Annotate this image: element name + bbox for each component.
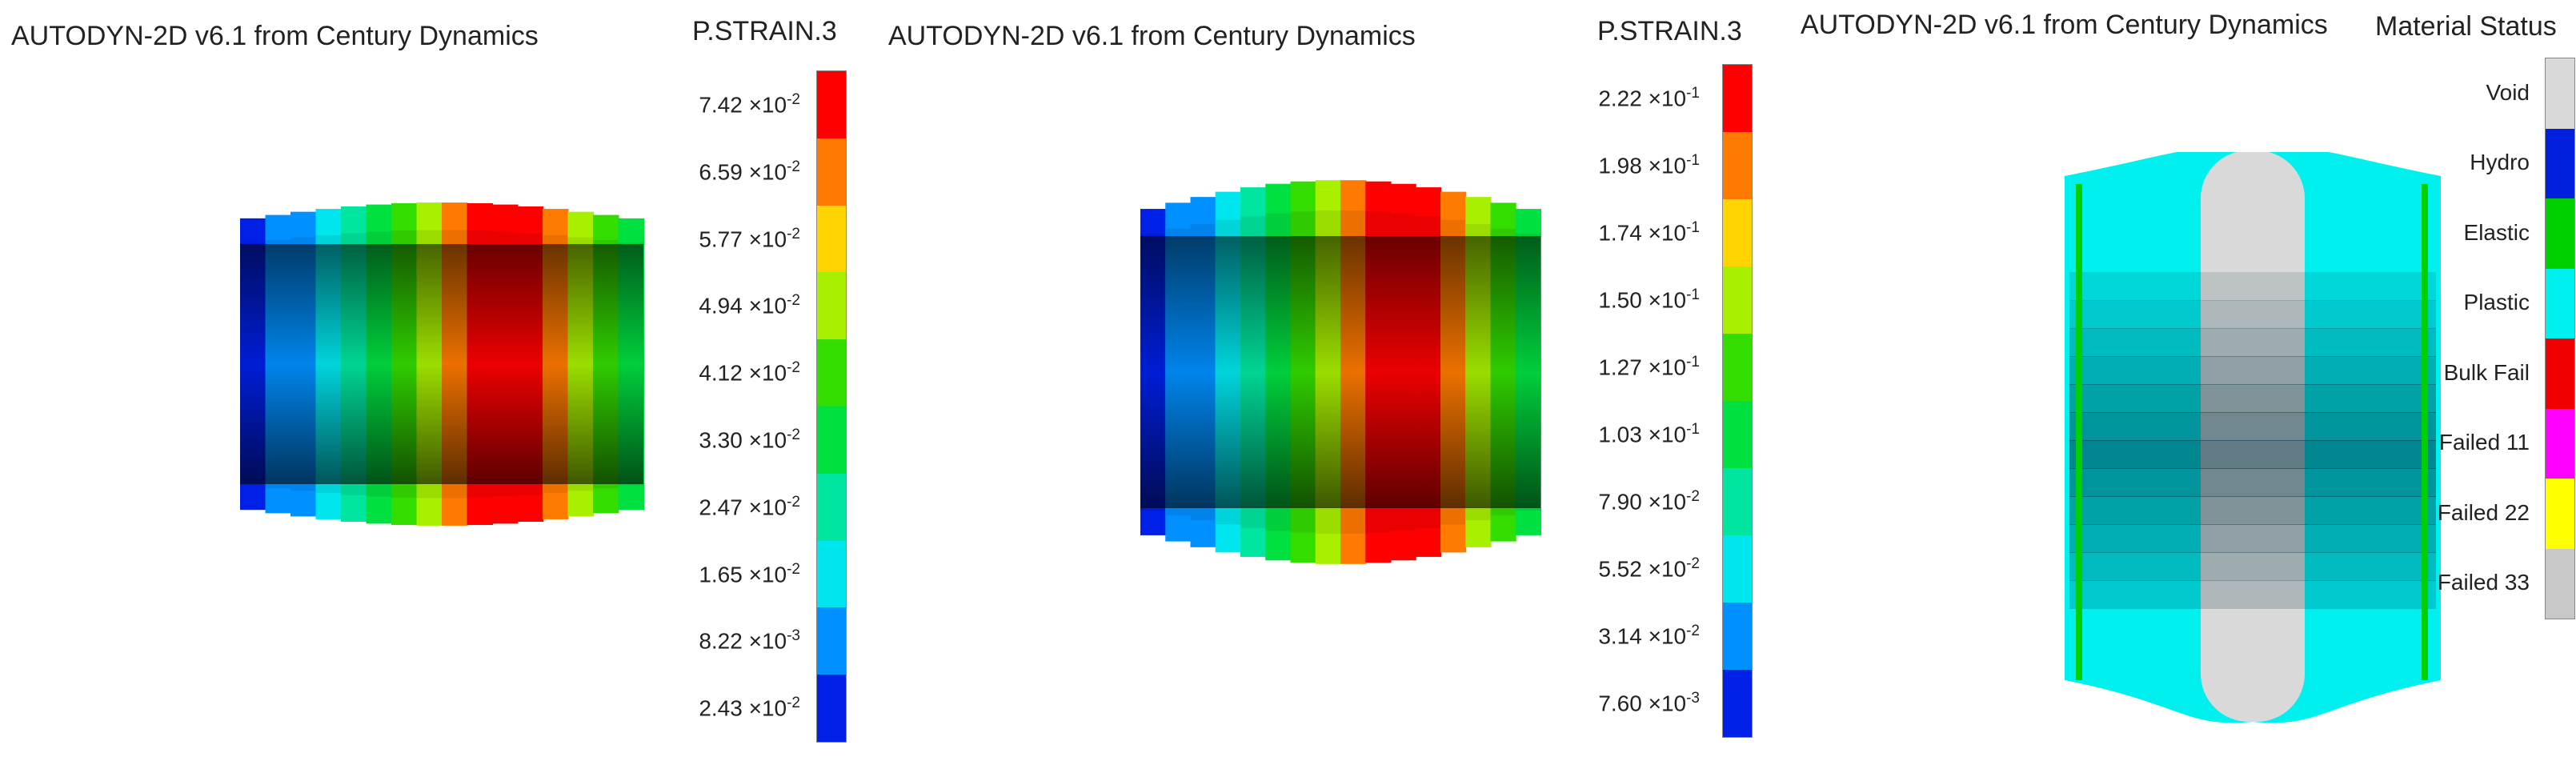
panel-title: AUTODYN-2D v6.1 from Century Dynamics [888, 21, 1416, 51]
colorbar-tick-label: 5.52 ×10-2 [1598, 555, 1700, 582]
status-segment [2546, 338, 2574, 409]
colorbar-tick-label: 4.94 ×10-2 [699, 292, 800, 318]
colorbar-segment [817, 339, 846, 407]
panel-plastic-strain-2: AUTODYN-2D v6.1 from Century Dynamics P.… [872, 0, 1761, 757]
colorbar-segment [817, 540, 846, 608]
legend-title: P.STRAIN.3 [692, 16, 837, 46]
colorbar-segment [1723, 266, 1752, 334]
material-status-plot [2065, 152, 2441, 723]
colorbar-segment [1723, 535, 1752, 603]
status-segment [2546, 268, 2574, 338]
status-colorbar [2545, 58, 2575, 619]
colorbar-tick-label: 7.60 ×10-3 [1598, 690, 1700, 716]
status-label: Bulk Fail [2443, 359, 2530, 385]
colorbar-tick-label: 7.90 ×10-2 [1598, 488, 1700, 515]
legend-title: P.STRAIN.3 [1597, 16, 1742, 46]
status-label: Failed 11 [2438, 430, 2530, 455]
shading-band [2069, 384, 2436, 413]
colorbar-tick-label: 8.22 ×10-3 [699, 627, 800, 654]
colorbar [816, 70, 847, 743]
colorbar-tick-label: 1.74 ×10-1 [1598, 219, 1700, 246]
status-segment [2546, 128, 2574, 198]
colorbar-tick-label: 2.22 ×10-1 [1598, 85, 1700, 111]
shading-band [2069, 524, 2436, 553]
status-segment [2546, 198, 2574, 269]
colorbar-tick-label: 2.47 ×10-2 [699, 493, 800, 520]
colorbar-segment [817, 607, 846, 675]
panel-material-status: AUTODYN-2D v6.1 from Century Dynamics Ma… [1793, 0, 2576, 757]
shading-band [2069, 580, 2436, 609]
colorbar-segment [817, 473, 846, 541]
colorbar [1722, 64, 1753, 738]
shading-band [2069, 496, 2436, 525]
colorbar-segment [817, 205, 846, 273]
colorbar-tick-label: 3.30 ×10-2 [699, 426, 800, 453]
colorbar-segment [1723, 603, 1752, 670]
shading-band [2069, 272, 2436, 301]
status-segment [2546, 479, 2574, 549]
colorbar-tick-label: 1.65 ×10-2 [699, 560, 800, 587]
shading-band [2069, 300, 2436, 329]
colorbar-segment [1723, 670, 1752, 737]
colorbar-tick-label: 1.98 ×10-1 [1598, 152, 1700, 178]
elastic-strip [2422, 184, 2428, 680]
colorbar-segment [1723, 65, 1752, 132]
colorbar-tick-label: 1.03 ×10-1 [1598, 421, 1700, 447]
shading-band [2069, 552, 2436, 581]
status-label: Failed 22 [2437, 499, 2530, 525]
status-segment [2546, 548, 2574, 619]
colorbar-segment [817, 675, 846, 742]
elastic-strip [2076, 184, 2082, 680]
shading-overlay [1140, 236, 1540, 508]
panel-title: AUTODYN-2D v6.1 from Century Dynamics [1801, 10, 2328, 40]
colorbar-tick-label: 1.50 ×10-1 [1598, 286, 1700, 313]
colorbar-tick-label: 2.43 ×10-2 [699, 695, 800, 721]
status-label: Hydro [2470, 150, 2530, 175]
status-segment [2546, 58, 2574, 129]
status-label: Failed 33 [2437, 570, 2530, 595]
status-label: Elastic [2463, 219, 2530, 245]
colorbar-segment [1723, 468, 1752, 535]
colorbar-tick-label: 6.59 ×10-2 [699, 158, 800, 185]
legend-title: Material Status [2375, 11, 2557, 42]
colorbar-tick-label: 5.77 ×10-2 [699, 225, 800, 251]
status-label: Void [2486, 79, 2530, 105]
colorbar-segment [1723, 401, 1752, 468]
strain-contour-plot [1140, 180, 1541, 564]
colorbar-segment [817, 138, 846, 206]
shading-overlay [240, 244, 643, 484]
shading-band [2069, 440, 2436, 469]
colorbar-tick-label: 7.42 ×10-2 [699, 90, 800, 118]
colorbar-segment [817, 272, 846, 340]
colorbar-segment [817, 71, 846, 138]
strain-contour-plot [240, 202, 644, 526]
status-segment [2546, 408, 2574, 479]
colorbar-tick-label: 4.12 ×10-2 [699, 359, 800, 386]
shading-band [2069, 412, 2436, 441]
shading-band [2069, 328, 2436, 357]
status-label: Plastic [2463, 290, 2530, 315]
colorbar-segment [817, 407, 846, 474]
shading-band [2069, 356, 2436, 385]
void-region [2201, 152, 2305, 722]
panel-plastic-strain-1: AUTODYN-2D v6.1 from Century Dynamics P.… [0, 0, 864, 757]
colorbar-tick-label: 3.14 ×10-2 [1598, 623, 1700, 649]
panel-title: AUTODYN-2D v6.1 from Century Dynamics [11, 21, 539, 51]
colorbar-segment [1723, 334, 1752, 401]
shading-band [2069, 468, 2436, 497]
colorbar-segment [1723, 132, 1752, 199]
colorbar-tick-label: 1.27 ×10-1 [1598, 354, 1700, 380]
colorbar-segment [1723, 199, 1752, 266]
